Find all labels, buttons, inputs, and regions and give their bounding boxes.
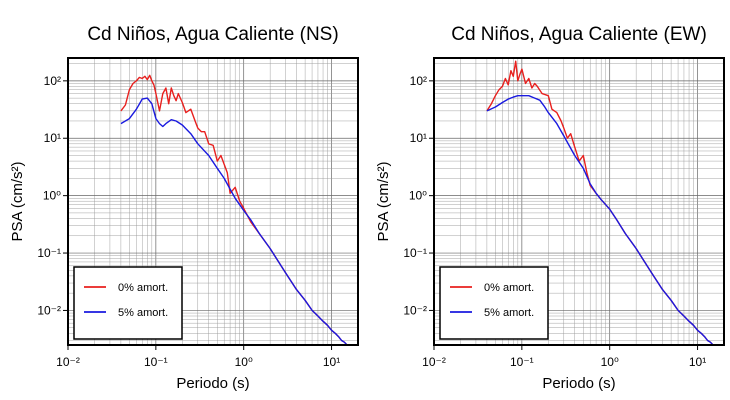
x-tick-label: 10¹ [323, 355, 340, 369]
y-tick-label: 10¹ [44, 131, 61, 145]
legend-label: 0% amort. [118, 282, 168, 294]
legend-box [73, 266, 183, 340]
plot-frame [433, 57, 725, 346]
legend-box [439, 266, 549, 340]
x-tick-label: 10⁻¹ [510, 355, 534, 369]
chart-title: Cd Niños, Agua Caliente (NS) [87, 24, 338, 45]
y-axis-label: PSA (cm/s²) [9, 161, 26, 241]
y-tick-label: 10² [44, 74, 61, 88]
grid [68, 58, 358, 345]
legend-label: 5% amort. [484, 307, 534, 319]
chart-panel-ns: 10⁻² 10⁻¹ 10⁰ 10¹ 10² 10¹ 10⁰ 10⁻¹ 10⁻² Cd Niños,… [9, 24, 359, 392]
y-tick-label: 10⁻¹ [403, 246, 427, 260]
x-tick-label: 10⁰ [235, 355, 253, 369]
legend-label: 5% amort. [118, 307, 168, 319]
y-tick-label: 10² [410, 74, 427, 88]
y-tick-label: 10⁻² [403, 303, 427, 317]
y-tick-label: 10⁰ [43, 189, 61, 203]
series-line-damped [120, 97, 348, 346]
y-tick-label: 10⁰ [409, 189, 427, 203]
chart-panel-ew: 10⁻² 10⁻¹ 10⁰ 10¹ 10² 10¹ 10⁰ 10⁻¹ 10⁻² Cd Niños,… [375, 24, 725, 392]
x-tick-label: 10⁰ [601, 355, 619, 369]
x-tick-label: 10⁻¹ [144, 355, 168, 369]
y-tick-label: 10⁻² [37, 303, 61, 317]
legend: 0% amort. 5% amort. [439, 266, 549, 340]
y-axis-label: PSA (cm/s²) [375, 161, 392, 241]
x-tick-label: 10⁻² [56, 355, 80, 369]
x-tick-label: 10⁻² [422, 355, 446, 369]
chart-title: Cd Niños, Agua Caliente (EW) [451, 24, 707, 45]
x-axis-label: Periodo (s) [176, 375, 249, 392]
x-axis-label: Periodo (s) [542, 375, 615, 392]
legend-label: 0% amort. [484, 282, 534, 294]
legend: 0% amort. 5% amort. [73, 266, 183, 340]
y-tick-label: 10⁻¹ [37, 246, 61, 260]
series-line-damped [486, 94, 714, 346]
x-tick-label: 10¹ [689, 355, 706, 369]
plot-frame [67, 57, 359, 346]
y-tick-label: 10¹ [410, 131, 427, 145]
